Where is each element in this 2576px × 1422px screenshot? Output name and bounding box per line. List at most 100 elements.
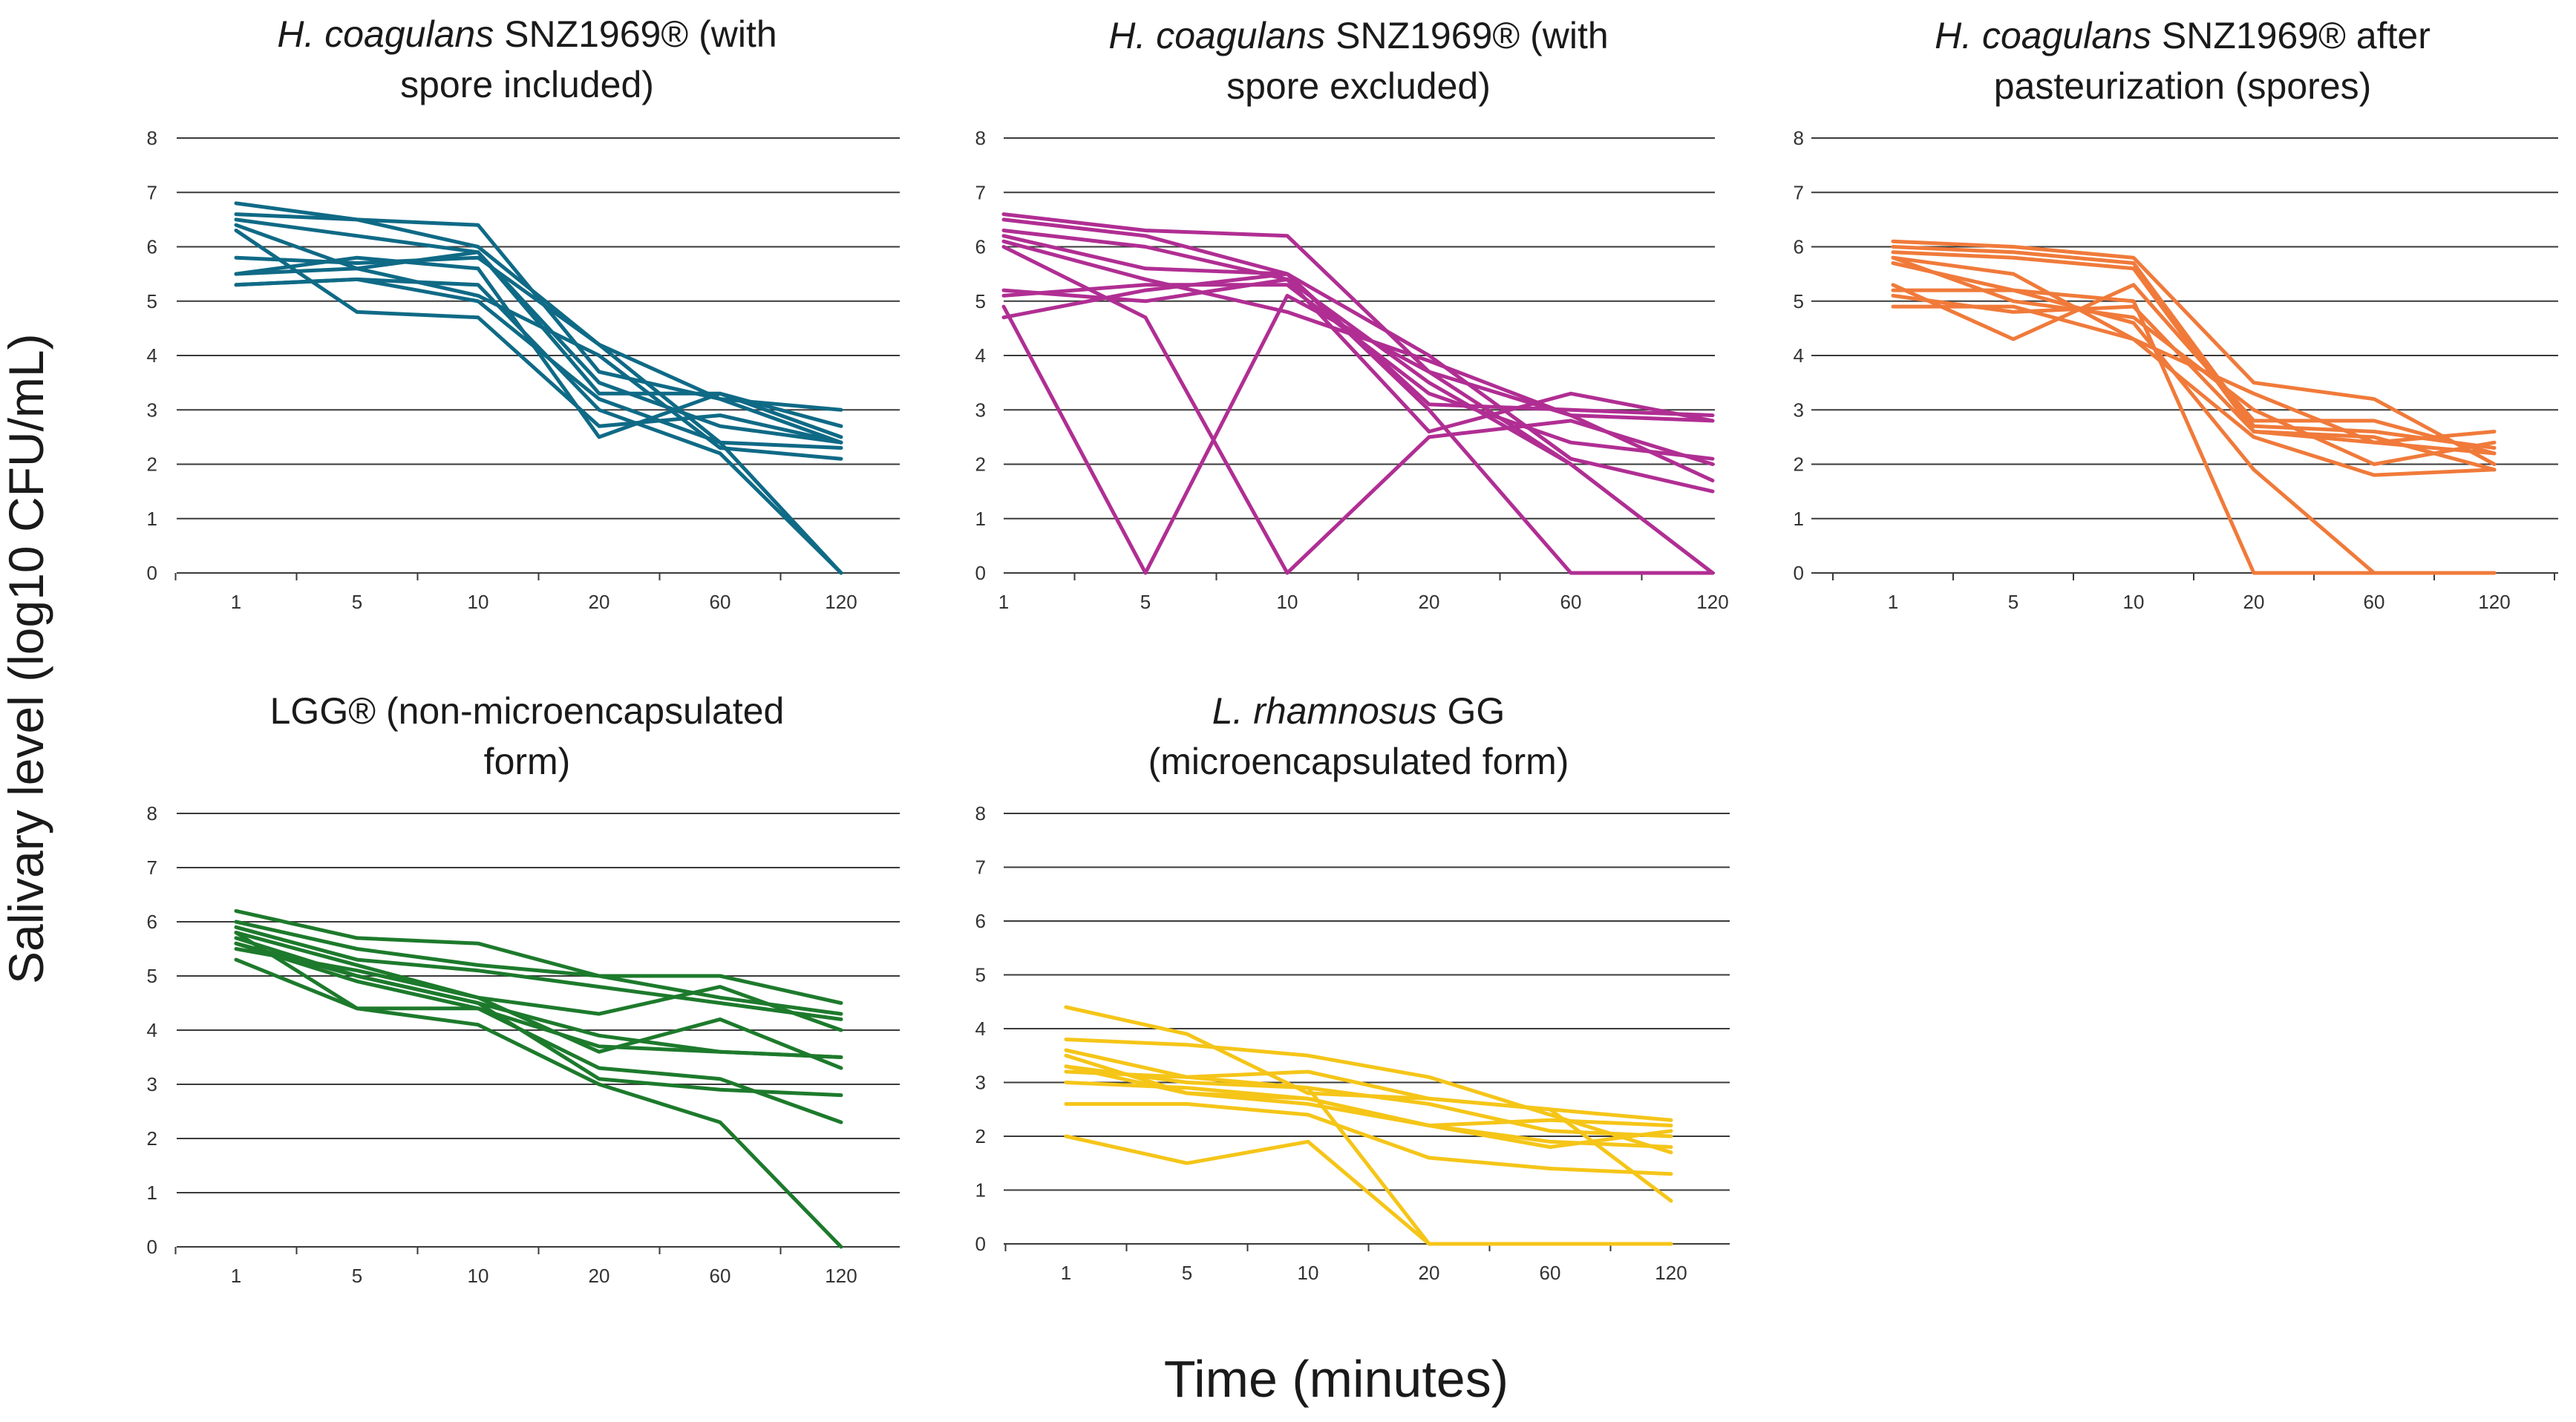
panel-title-5-line1: L. rhamnosus GG: [1212, 690, 1506, 732]
series-line-9: [234, 931, 843, 1249]
y-tick-label: 7: [147, 856, 157, 879]
series-line-3: [1064, 1048, 1673, 1138]
series-line-9: [234, 229, 843, 445]
series-line-8: [234, 266, 843, 461]
series-line-5: [234, 255, 843, 575]
panel-title-3: H. coagulans SNZ1969® after pasteurizati…: [1834, 10, 2531, 111]
y-tick-label: 5: [975, 964, 986, 986]
series-line-2: [234, 920, 843, 1016]
panel-title-2-line2: spore excluded): [1226, 65, 1491, 107]
series-line-4: [234, 931, 843, 1032]
y-tick-label: 6: [147, 236, 157, 258]
y-tick-label: 5: [147, 965, 157, 987]
series-line-6: [1064, 1069, 1673, 1203]
panel-title-5: L. rhamnosus GG (microencapsulated form): [1010, 686, 1707, 787]
y-tick-label: 0: [975, 1233, 986, 1255]
x-tick-label: 20: [589, 591, 610, 613]
y-tick-label: 7: [1794, 181, 1804, 203]
x-tick-label: 60: [2364, 591, 2385, 613]
series-line-8: [234, 957, 843, 1124]
y-tick-label: 8: [147, 802, 157, 825]
series-line-9: [1064, 1134, 1673, 1246]
y-tick-label: 1: [975, 1179, 986, 1202]
y-tick-label: 0: [147, 562, 157, 584]
x-tick-label: 1: [231, 1265, 241, 1287]
y-tick-label: 7: [975, 181, 986, 203]
y-tick-label: 4: [975, 344, 986, 367]
y-tick-label: 2: [147, 453, 157, 476]
x-tick-label: 10: [2123, 591, 2145, 613]
panel-title-3-line2: pasteurization (spores): [1993, 65, 2372, 107]
y-tick-label: 5: [147, 290, 157, 312]
series-line-7: [1891, 288, 2497, 575]
y-tick-label: 4: [1794, 344, 1804, 367]
y-tick-label: 3: [975, 399, 986, 421]
series-line-10: [1891, 293, 2497, 472]
panel-title-4-line2: form): [483, 741, 571, 782]
series-line-1: [234, 908, 843, 1005]
y-tick-label: 2: [975, 453, 986, 476]
y-tick-label: 5: [1794, 290, 1804, 312]
panel-title-2-line1: H. coagulans SNZ1969® (with: [1108, 15, 1609, 56]
x-tick-label: 1: [231, 591, 241, 613]
x-tick-label: 5: [1140, 591, 1151, 613]
x-tick-label: 60: [710, 1265, 731, 1287]
panel-title-1-line1: H. coagulans SNZ1969® (with: [277, 13, 777, 55]
y-axis-label: Salivary level (log10 CFU/mL): [0, 333, 53, 984]
x-tick-label: 20: [1419, 591, 1440, 613]
series-line-6: [234, 941, 843, 1059]
y-tick-label: 2: [1794, 453, 1804, 476]
series-line-9: [1001, 293, 1715, 575]
y-tick-label: 8: [975, 127, 986, 149]
y-tick-label: 8: [147, 127, 157, 149]
x-tick-label: 120: [825, 591, 857, 613]
panel-title-1-line2: spore included): [400, 64, 654, 105]
y-tick-label: 8: [1794, 127, 1804, 149]
chart-panel-3: 0 1 2 3 4 5 6 7 8 1 5 10 20 60 120: [1794, 127, 2558, 613]
y-tick-label: 3: [1794, 399, 1804, 421]
y-tick-label: 4: [147, 1019, 157, 1041]
x-tick-label: 20: [2243, 591, 2265, 613]
series-line-10: [234, 941, 843, 1098]
x-tick-label: 120: [1655, 1262, 1687, 1284]
x-tick-label: 60: [1540, 1262, 1561, 1284]
x-tick-label: 1: [1888, 591, 1898, 613]
x-tick-label: 5: [352, 591, 362, 613]
series-line-6: [234, 255, 843, 439]
chart-panel-1: 0 1 2 3 4 5 6 7 8 1 5 10 20 60 120: [147, 127, 900, 613]
y-tick-label: 1: [147, 508, 157, 530]
series-line-2: [234, 212, 843, 445]
series-line-5: [1001, 239, 1715, 482]
series-line-9: [1891, 255, 2497, 466]
series-line-4: [1001, 234, 1715, 418]
series-line-1: [234, 201, 843, 412]
y-tick-label: 6: [1794, 236, 1804, 258]
x-tick-label: 5: [2008, 591, 2018, 613]
y-tick-label: 3: [975, 1072, 986, 1094]
x-tick-label: 5: [1182, 1262, 1192, 1284]
y-tick-label: 4: [147, 344, 157, 367]
series-line-1: [1891, 239, 2497, 466]
y-tick-label: 7: [147, 181, 157, 203]
y-tick-label: 6: [975, 236, 986, 258]
x-tick-label: 10: [1298, 1262, 1319, 1284]
series-line-1: [1001, 212, 1715, 423]
series-line-2: [1001, 217, 1715, 494]
y-tick-label: 6: [975, 910, 986, 932]
x-tick-label: 10: [468, 591, 489, 613]
x-tick-label: 10: [1277, 591, 1298, 613]
y-tick-label: 2: [147, 1127, 157, 1150]
x-tick-label: 120: [2478, 591, 2510, 613]
y-tick-label: 5: [975, 290, 986, 312]
y-tick-label: 6: [147, 911, 157, 933]
series-line-8: [1001, 272, 1715, 575]
x-tick-label: 5: [352, 1265, 362, 1287]
y-tick-label: 1: [147, 1182, 157, 1204]
x-tick-label: 20: [589, 1265, 610, 1287]
x-tick-label: 120: [825, 1265, 857, 1287]
series-line-7: [234, 947, 843, 1070]
y-tick-label: 3: [147, 399, 157, 421]
